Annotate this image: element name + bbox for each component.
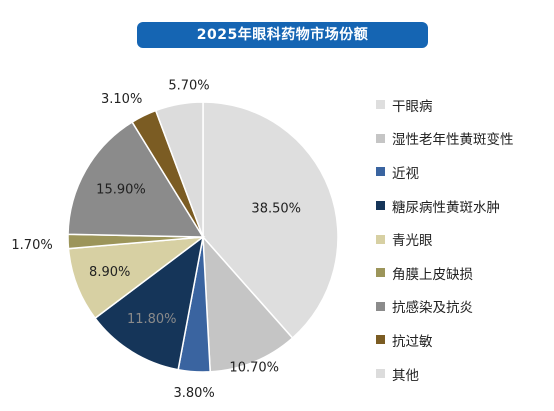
legend-item: 抗感染及抗炎 [376,290,552,324]
legend-label: 近视 [392,165,419,182]
pie-slice [67,121,205,238]
legend-label: 湿性老年性黄斑变性 [392,132,514,149]
legend-swatch [376,167,385,177]
legend-item: 青光眼 [376,222,552,256]
legend-swatch [376,234,385,244]
slice-data-label: 10.70% [229,360,279,375]
slice-data-label: 5.70% [168,79,209,94]
legend-label: 干眼病 [392,98,433,115]
legend-item: 抗过敏 [376,323,552,357]
legend-swatch [376,369,385,379]
slice-data-label: 3.80% [173,386,214,401]
slice-data-label: 1.70% [11,238,52,253]
legend-label: 其他 [392,367,419,384]
slice-data-label: 11.80% [127,312,177,327]
legend: 干眼病湿性老年性黄斑变性 近视糖尿病性黄斑水肿 青光眼角膜上皮缺损 抗感染及抗炎 抗过敏… [376,88,552,390]
legend-label: 糖尿病性黄斑水肿 [392,199,500,216]
legend-swatch [376,201,385,211]
legend-item: 湿性老年性黄斑变性 [376,122,552,156]
legend-swatch [376,335,385,345]
legend-label: 青光眼 [392,233,433,250]
legend-item: 糖尿病性黄斑水肿 [376,189,552,223]
pie-slice [202,101,339,340]
slice-data-label: 3.10% [101,92,142,107]
pie-slice [94,235,205,371]
legend-swatch [376,268,385,278]
legend-item: 近视 [376,155,552,189]
legend-swatch [376,301,385,311]
slice-data-label: 8.90% [89,265,130,280]
pie-slice [202,234,294,373]
legend-item: 干眼病 [376,88,552,122]
slice-data-label: 38.50% [251,202,301,217]
legend-swatch [376,100,385,110]
legend-label: 抗感染及抗炎 [392,300,473,317]
legend-label: 角膜上皮缺损 [392,266,473,283]
legend-item: 其他 [376,357,552,391]
legend-item: 角膜上皮缺损 [376,256,552,290]
pie-labels: 38.50% 10.70% 3.80% 11.80% 8.90% 1.70% 15.90% 3… [11,79,301,402]
pie-slice [154,101,204,238]
pie-slices [67,101,339,373]
legend-label: 抗过敏 [392,333,433,350]
legend-swatch [376,133,385,143]
chart-title: 2025年眼科药物市场份额 [137,22,428,48]
slice-data-label: 15.90% [96,183,146,198]
